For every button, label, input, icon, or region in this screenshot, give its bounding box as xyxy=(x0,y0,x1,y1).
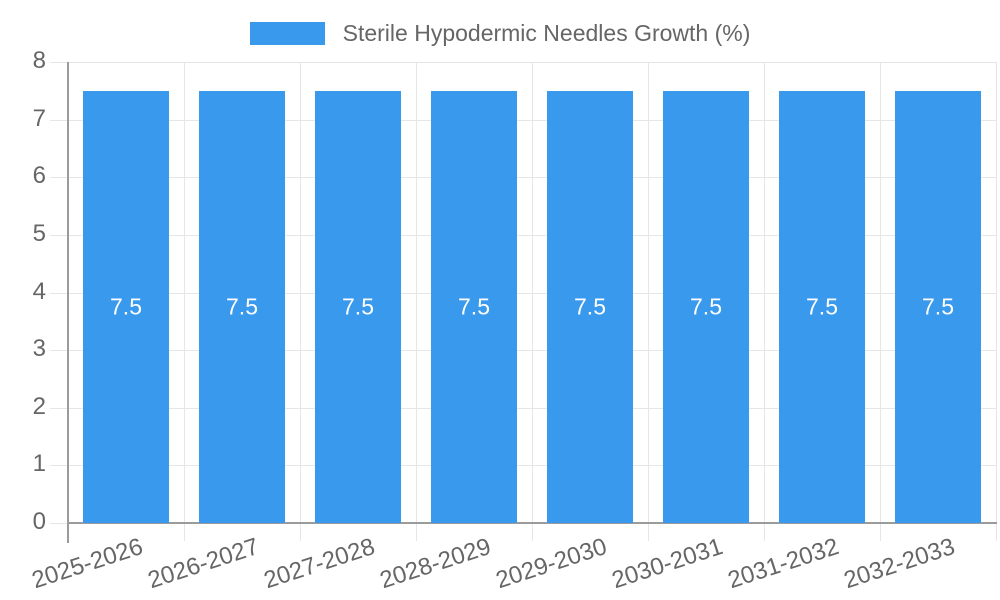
y-gridline xyxy=(50,120,996,121)
x-gridline xyxy=(764,62,765,541)
bar-2031-2032[interactable] xyxy=(779,91,865,523)
x-axis-tick-label: 2027-2028 xyxy=(260,533,379,595)
legend-label: Sterile Hypodermic Needles Growth (%) xyxy=(342,20,751,46)
y-gridline xyxy=(50,62,996,63)
bar-2028-2029[interactable] xyxy=(431,91,517,523)
y-axis-tick-label: 0 xyxy=(32,507,46,535)
y-axis-tick-label: 1 xyxy=(32,449,46,477)
y-gridline xyxy=(50,293,996,294)
bar-2025-2026[interactable] xyxy=(83,91,169,523)
y-axis-tick-label: 5 xyxy=(32,219,46,247)
y-axis-line xyxy=(67,62,69,543)
x-axis-tick-label: 2031-2032 xyxy=(724,533,843,595)
y-gridline xyxy=(50,465,996,466)
x-gridline xyxy=(996,62,997,541)
chart-legend[interactable]: Sterile Hypodermic Needles Growth (%) xyxy=(0,20,1000,47)
y-axis-tick-label: 2 xyxy=(32,392,46,420)
x-axis-tick-label: 2030-2031 xyxy=(608,533,727,595)
bar-2029-2030[interactable] xyxy=(547,91,633,523)
x-axis-tick-label: 2032-2033 xyxy=(840,533,959,595)
bar-value-label: 7.5 xyxy=(110,293,142,320)
bar-2026-2027[interactable] xyxy=(199,91,285,523)
x-axis-tick-label: 2026-2027 xyxy=(144,533,263,595)
bar-2032-2033[interactable] xyxy=(895,91,981,523)
y-gridline xyxy=(50,177,996,178)
x-gridline xyxy=(880,62,881,541)
bar-2030-2031[interactable] xyxy=(663,91,749,523)
x-gridline xyxy=(184,62,185,541)
x-axis-tick-label: 2029-2030 xyxy=(492,533,611,595)
x-gridline xyxy=(416,62,417,541)
y-axis-tick-label: 8 xyxy=(32,46,46,74)
bar-2027-2028[interactable] xyxy=(315,91,401,523)
legend-swatch-icon xyxy=(249,22,325,45)
y-gridline xyxy=(50,350,996,351)
bar-value-label: 7.5 xyxy=(922,293,954,320)
y-axis-tick-label: 3 xyxy=(32,334,46,362)
x-axis-line xyxy=(67,522,997,524)
x-axis-tick-label: 2028-2029 xyxy=(376,533,495,595)
y-gridline xyxy=(50,235,996,236)
x-gridline xyxy=(532,62,533,541)
y-axis-tick-label: 4 xyxy=(32,277,46,305)
bar-value-label: 7.5 xyxy=(226,293,258,320)
x-gridline xyxy=(300,62,301,541)
bar-value-label: 7.5 xyxy=(458,293,490,320)
x-axis-tick-label: 2025-2026 xyxy=(28,533,147,595)
bar-value-label: 7.5 xyxy=(574,293,606,320)
bar-value-label: 7.5 xyxy=(806,293,838,320)
x-gridline xyxy=(648,62,649,541)
bar-value-label: 7.5 xyxy=(342,293,374,320)
y-axis-tick-label: 6 xyxy=(32,161,46,189)
y-axis-tick-label: 7 xyxy=(32,104,46,132)
y-gridline xyxy=(50,408,996,409)
bar-value-label: 7.5 xyxy=(690,293,722,320)
